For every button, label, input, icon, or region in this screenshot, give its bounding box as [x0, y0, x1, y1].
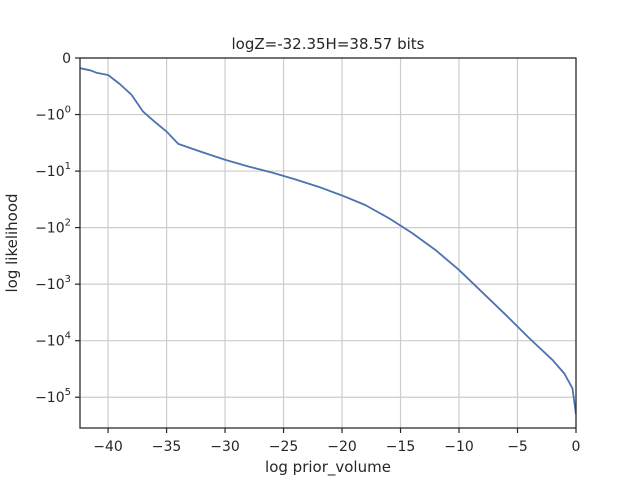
y-tick-label: −100 — [35, 105, 71, 124]
x-tick-label: −25 — [269, 439, 299, 455]
x-tick-label: −10 — [444, 439, 474, 455]
x-tick-label: −35 — [152, 439, 182, 455]
x-tick-label: −40 — [93, 439, 123, 455]
x-axis-label: log prior_volume — [265, 458, 391, 477]
y-tick-label: −103 — [35, 274, 71, 293]
x-tick-label: −15 — [386, 439, 416, 455]
y-axis-ticks: 0 −100 −101 −102 −103 −104 −105 — [35, 51, 80, 406]
x-tick-label: 0 — [572, 439, 581, 455]
series-layer — [80, 67, 576, 415]
y-axis-label: log likelihood — [3, 193, 21, 292]
y-tick-label: −101 — [35, 161, 71, 180]
y-tick-label: −105 — [35, 387, 71, 406]
y-tick-label: 0 — [62, 51, 71, 67]
chart-title: logZ=-32.35H=38.57 bits — [231, 35, 424, 53]
x-tick-label: −20 — [327, 439, 357, 455]
y-tick-label: −104 — [35, 331, 71, 350]
x-axis-ticks: −40 −35 −30 −25 −20 −15 −10 −5 0 — [93, 428, 580, 455]
x-tick-label: −30 — [210, 439, 240, 455]
y-tick-label: −102 — [35, 218, 71, 237]
series-line — [80, 67, 576, 415]
plot-frame — [79, 57, 577, 429]
grid-lines — [80, 57, 577, 428]
x-tick-label: −5 — [507, 439, 528, 455]
